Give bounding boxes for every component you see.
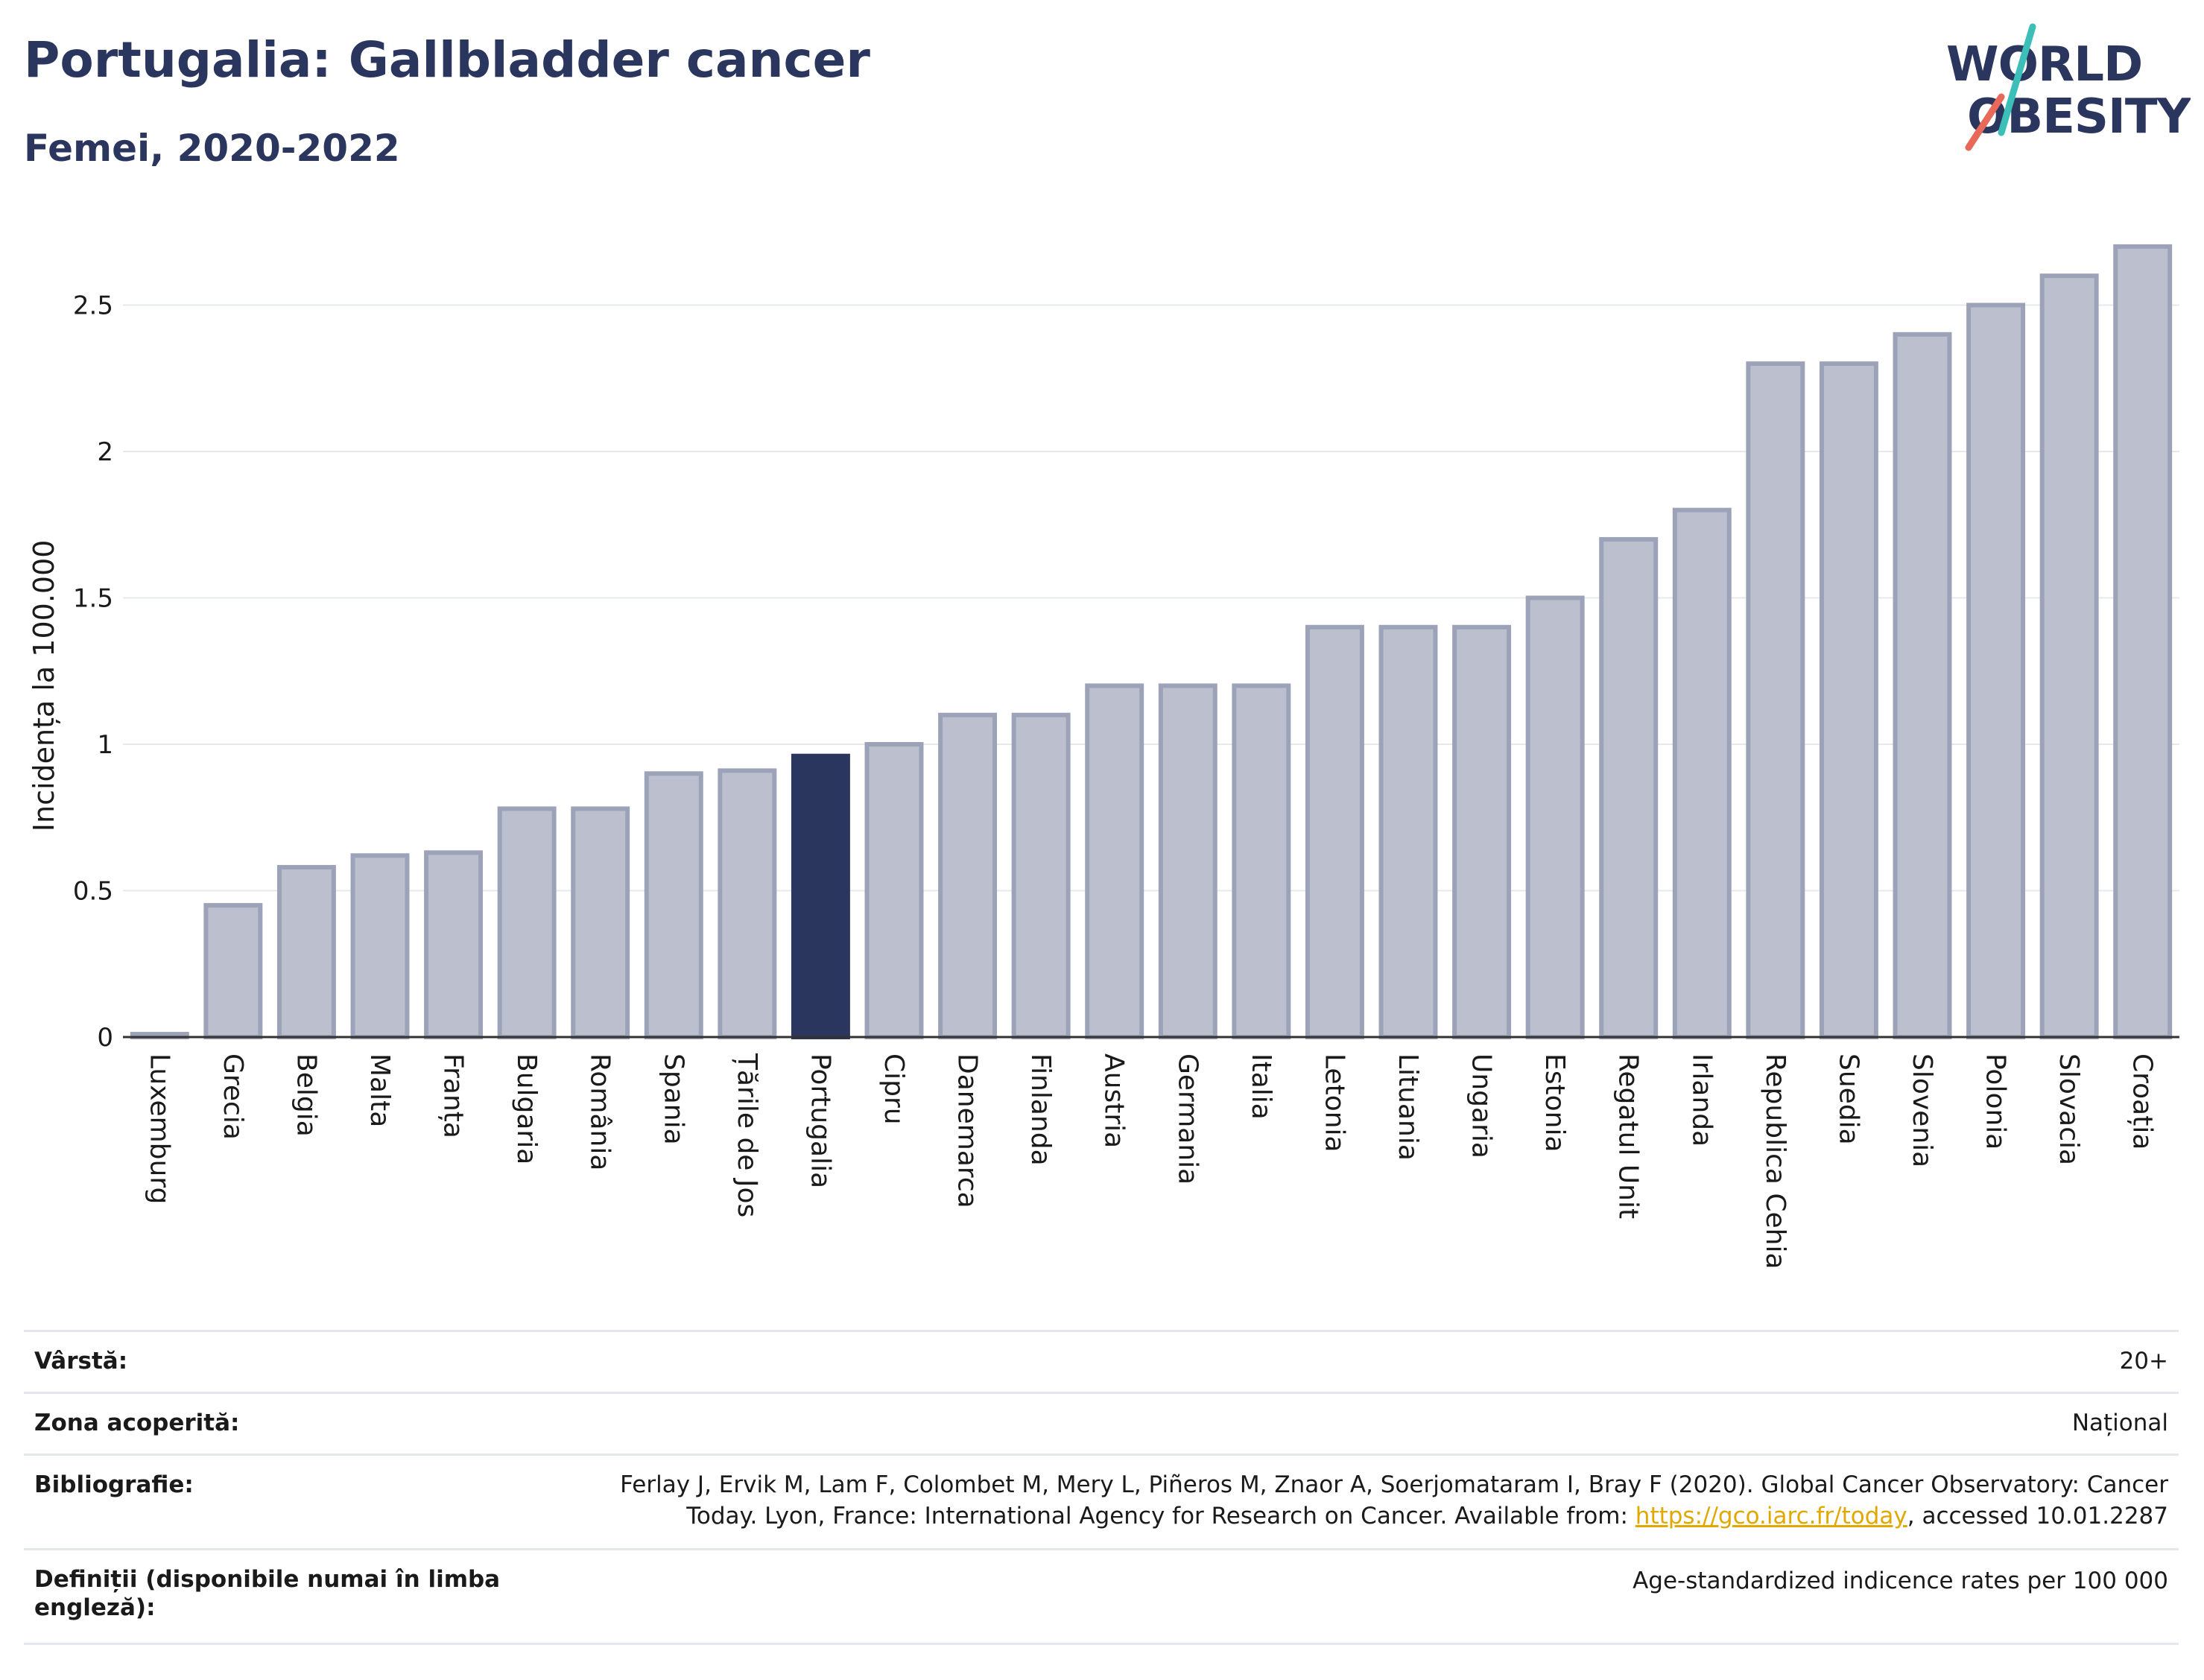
x-tick-label: Portugalia (805, 1053, 835, 1188)
y-tick-label: 2 (97, 437, 113, 467)
x-tick-label: Italia (1246, 1053, 1276, 1120)
age-value: 20+ (2119, 1348, 2168, 1375)
bar-spania (644, 771, 703, 1040)
bibliography-link[interactable]: https://gco.iarc.fr/today (1635, 1503, 1907, 1530)
x-tick-label: Austria (1099, 1053, 1130, 1148)
x-tick-label: Lituania (1393, 1053, 1423, 1161)
x-tick-label: Ungaria (1466, 1053, 1497, 1158)
bar-cipru (864, 742, 924, 1039)
logo-slash-red (1965, 93, 2005, 151)
x-tick-label: Polonia (1980, 1053, 2011, 1150)
bar-letonia (1305, 624, 1364, 1039)
x-tick-label: Suedia (1833, 1053, 1863, 1145)
bar-ungaria (1452, 624, 1512, 1039)
meta-row-definitions: Definiții (disponibile numai în limba en… (24, 1548, 2179, 1645)
bar-slovacia (2039, 273, 2099, 1039)
bar-italia (1232, 683, 1291, 1040)
definitions-label-line-2: engleză): (34, 1594, 156, 1621)
bar-germania (1158, 683, 1217, 1040)
x-tick-label: Letonia (1319, 1053, 1349, 1153)
bar-irlanda (1672, 507, 1732, 1039)
bar-țările-de-jos (718, 768, 777, 1039)
bar-chart: 0 0.5 1 1.5 2 2.5 Incidența la 100.000 Luxembur… (28, 244, 2179, 1269)
y-tick-label: 0 (97, 1023, 113, 1053)
x-tick-label: România (585, 1053, 615, 1170)
x-tick-label: Malta (364, 1053, 395, 1127)
page-subtitle: Femei, 2020-2022 (24, 127, 400, 170)
y-tick-label: 1 (97, 730, 113, 760)
bar-malta (350, 853, 410, 1039)
x-tick-label: Spania (658, 1053, 688, 1145)
bar-grecia (203, 903, 263, 1040)
x-tick-label: Belgia (291, 1053, 321, 1137)
x-tick-label: Grecia (218, 1053, 248, 1140)
x-tick-label: Țările de Jos (732, 1053, 762, 1217)
bar-slovenia (1893, 332, 1952, 1039)
bar-lituania (1378, 624, 1438, 1039)
bar-regatul-unit (1599, 536, 1659, 1039)
definitions-label-line-1: Definiții (disponibile numai în limba (34, 1566, 501, 1593)
metadata-table: Vârstă: 20+ Zona acoperită: Național Bib… (24, 1330, 2179, 1645)
bar-belgia (276, 865, 336, 1040)
y-tick-label: 2.5 (73, 291, 113, 321)
bibliography-value: Ferlay J, Ervik M, Lam F, Colombet M, Me… (620, 1469, 2168, 1532)
bar-românia (571, 806, 630, 1039)
y-axis-title: Incidența la 100.000 (28, 540, 60, 832)
x-tick-label: Franța (438, 1053, 469, 1138)
x-tick-label: Bulgaria (511, 1053, 542, 1164)
definitions-value: Age-standardized indicence rates per 100… (1633, 1568, 2168, 1594)
x-tick-label: Germania (1172, 1053, 1203, 1185)
x-tick-label: Croația (2127, 1053, 2158, 1150)
page-title: Portugalia: Gallbladder cancer (24, 31, 870, 89)
bar-estonia (1525, 595, 1585, 1039)
bar-austria (1085, 683, 1144, 1040)
x-tick-label: Slovacia (2053, 1053, 2084, 1165)
x-tick-label: Cipru (878, 1053, 909, 1125)
bar-croația (2113, 244, 2173, 1039)
bar-danemarca (938, 712, 998, 1039)
meta-row-bibliography: Bibliografie: Ferlay J, Ervik M, Lam F, … (24, 1454, 2179, 1548)
bibliography-line-1: Ferlay J, Ervik M, Lam F, Colombet M, Me… (620, 1471, 2168, 1498)
age-label: Vârstă: (34, 1348, 128, 1375)
x-tick-label: Luxemburg (144, 1053, 174, 1204)
x-tick-label: Republica Cehia (1760, 1053, 1790, 1269)
definitions-label: Definiții (disponibile numai în limba en… (34, 1565, 500, 1622)
bar-finlanda (1011, 712, 1071, 1039)
bar-suedia (1819, 361, 1878, 1040)
coverage-value: Național (2071, 1410, 2168, 1436)
bibliography-label: Bibliografie: (34, 1471, 194, 1498)
logo-slash-teal (1998, 23, 2036, 136)
logo-text-world: WORLD (1946, 37, 2142, 92)
coverage-label: Zona acoperită: (34, 1410, 240, 1436)
bibliography-accessed: , accessed 10.01.2287 (1907, 1503, 2168, 1530)
bar-polonia (1966, 302, 2026, 1039)
world-obesity-logo: WORLD OBESITY (1937, 21, 2191, 162)
bibliography-text: Today. Lyon, France: International Agenc… (686, 1503, 1635, 1530)
x-tick-label: Finlanda (1025, 1053, 1056, 1166)
bibliography-line-2: Today. Lyon, France: International Agenc… (620, 1500, 2168, 1532)
y-tick-label: 1.5 (73, 584, 113, 614)
bar-portugalia (791, 753, 850, 1039)
x-tick-label: Estonia (1539, 1053, 1570, 1153)
x-tick-label: Regatul Unit (1613, 1053, 1644, 1219)
bar-franța (424, 850, 484, 1040)
bar-bulgaria (497, 806, 557, 1039)
meta-row-coverage: Zona acoperită: Național (24, 1392, 2179, 1454)
x-tick-label: Irlanda (1686, 1053, 1717, 1147)
meta-row-age: Vârstă: 20+ (24, 1330, 2179, 1392)
y-tick-label: 0.5 (73, 877, 113, 907)
x-tick-label: Danemarca (952, 1053, 983, 1208)
x-tick-label: Slovenia (1907, 1053, 1937, 1167)
bar-republica-cehia (1746, 361, 1805, 1040)
